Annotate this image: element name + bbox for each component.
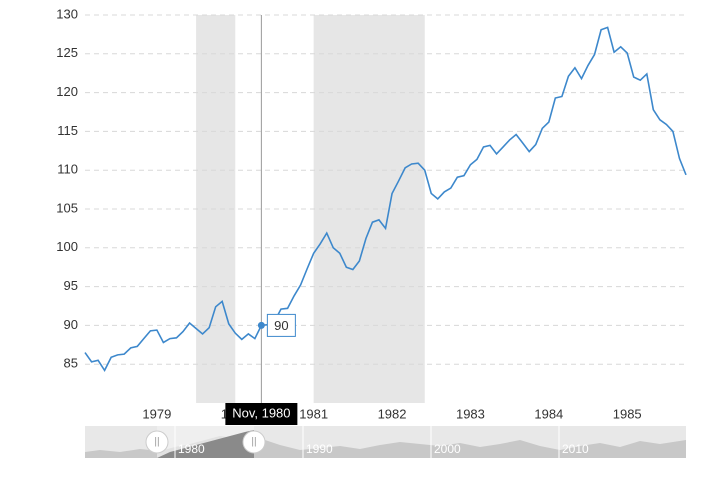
data-line <box>84 26 687 373</box>
date-box <box>225 403 298 425</box>
navigator-selected-silhouette <box>157 430 254 458</box>
y-tick-label: 110 <box>57 162 78 177</box>
navigator-label: 1980 <box>178 442 205 456</box>
x-tick-label: 1985 <box>613 406 642 421</box>
x-tick-label: 1984 <box>534 406 563 421</box>
grid: 8590951001051101151201251301979198019811… <box>56 6 686 421</box>
x-tick-label: 1979 <box>142 406 171 421</box>
y-tick-label: 120 <box>56 84 78 99</box>
y-tick-label: 125 <box>56 45 78 60</box>
navigator-handle[interactable] <box>242 430 266 454</box>
y-tick-label: 105 <box>56 200 78 215</box>
hover-point <box>257 321 265 329</box>
y-tick-label: 90 <box>64 317 78 332</box>
x-tick-label: 1983 <box>456 406 485 421</box>
value-label: 90 <box>274 318 288 333</box>
y-tick-label: 95 <box>64 278 78 293</box>
y-tick-label: 130 <box>56 6 78 21</box>
date-label: Nov, 1980 <box>232 405 290 420</box>
handle-grip: || <box>251 437 256 448</box>
x-tick-label: 1982 <box>378 406 407 421</box>
y-tick-label: 115 <box>57 123 78 138</box>
x-tick-label: 1981 <box>299 406 328 421</box>
navigator-handle[interactable] <box>145 430 169 454</box>
navigator-label: 2010 <box>562 442 589 456</box>
recession-bands <box>196 15 425 403</box>
plot: 90 Nov, 1980 <box>84 15 687 425</box>
y-tick-label: 85 <box>64 356 78 371</box>
handle-grip: || <box>154 437 159 448</box>
y-tick-label: 100 <box>56 239 78 254</box>
navigator-label: 1990 <box>306 442 333 456</box>
navigator-label: 2000 <box>434 442 461 456</box>
navigator: 1980 1990 2000 2010 || || <box>85 426 686 458</box>
value-box <box>266 313 296 337</box>
